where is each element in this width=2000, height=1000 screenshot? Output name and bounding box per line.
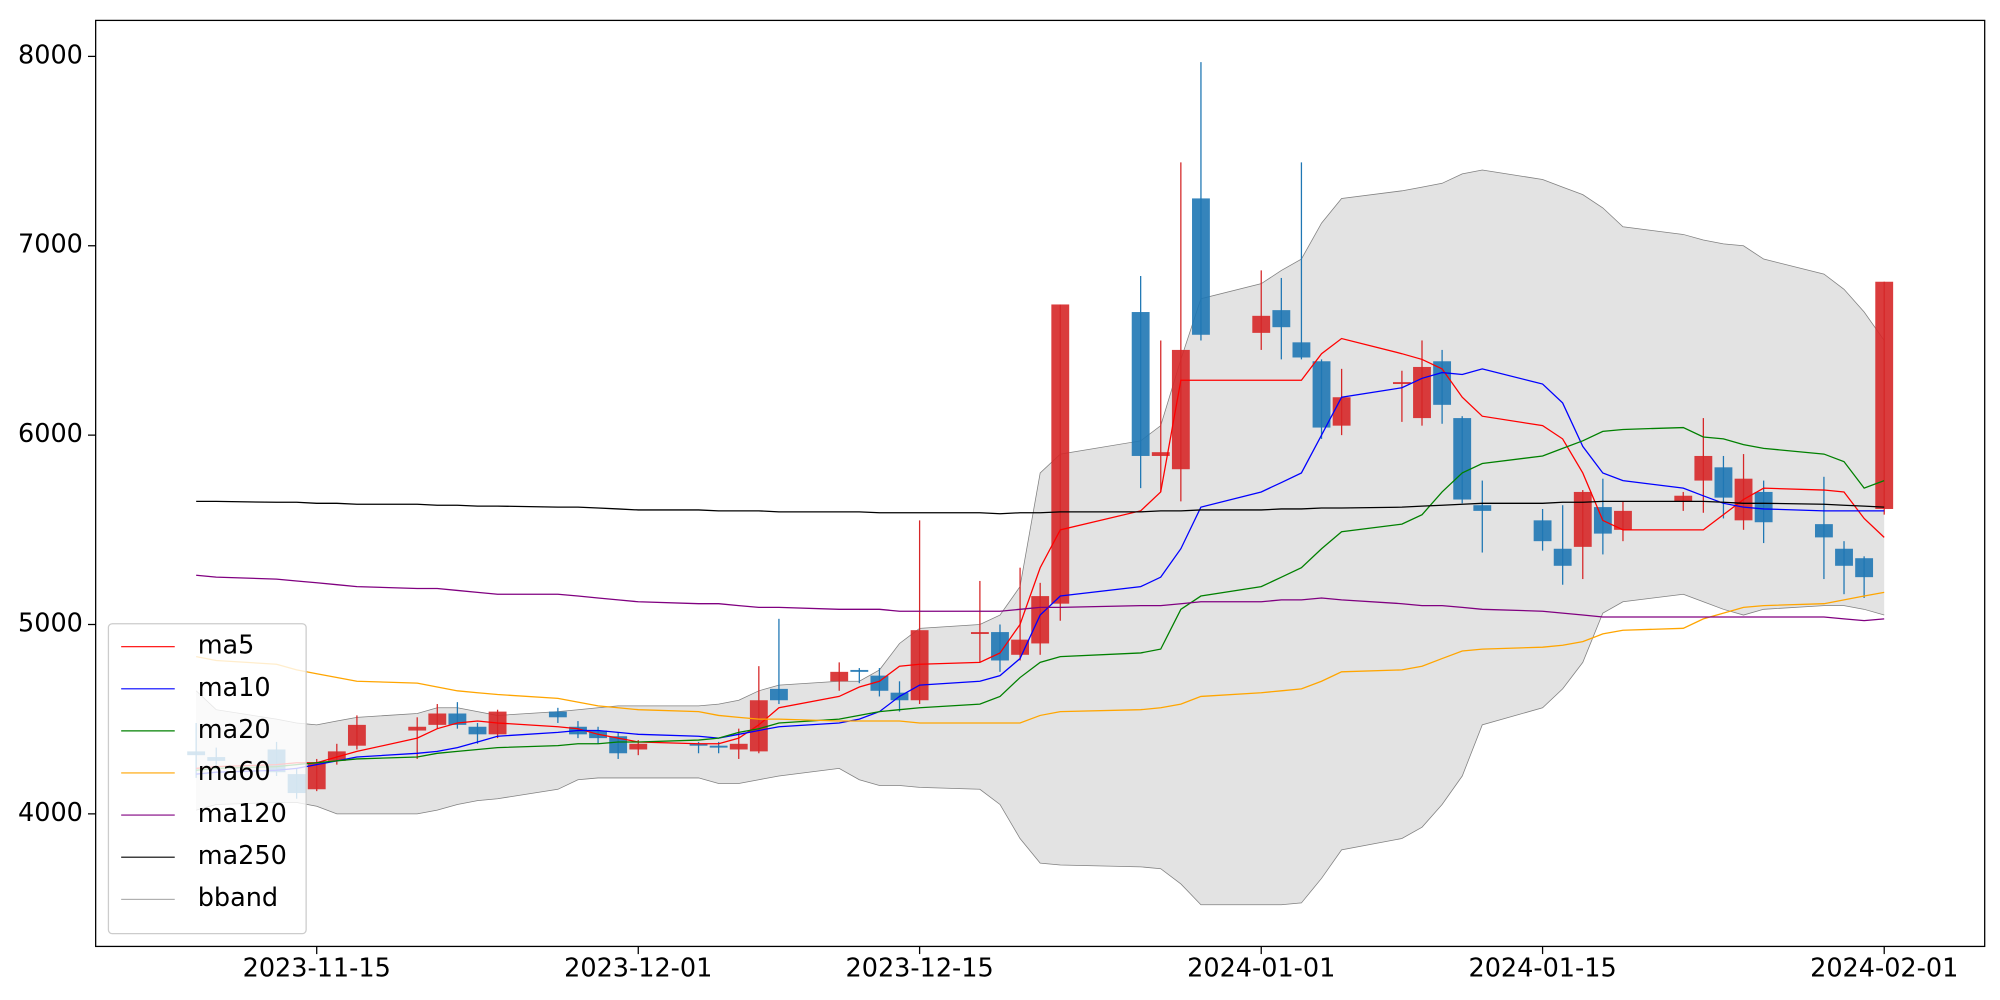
legend-label: ma10 xyxy=(198,673,271,703)
ma-line xyxy=(196,591,1885,724)
x-tick-label: 2024-02-01 xyxy=(1810,953,1958,983)
candle-body xyxy=(1171,349,1190,470)
candle-body xyxy=(830,671,849,682)
candle-body xyxy=(468,726,487,735)
candle-body xyxy=(689,743,708,746)
x-tick-label: 2023-12-15 xyxy=(846,953,994,983)
ma-line xyxy=(196,337,1885,770)
candle-body xyxy=(1131,312,1150,456)
candle-body xyxy=(1272,310,1291,328)
candle-body xyxy=(1312,361,1331,428)
candle-body xyxy=(729,743,748,750)
plot xyxy=(187,62,1894,906)
candle-body xyxy=(1332,397,1351,426)
y-tick-label: 6000 xyxy=(18,419,83,449)
candle-body xyxy=(1473,505,1492,511)
candle-body xyxy=(327,751,346,761)
candle-body xyxy=(1453,418,1472,500)
candle-body xyxy=(1855,558,1874,578)
candle-body xyxy=(870,675,889,691)
y-tick-label: 5000 xyxy=(18,608,83,638)
candle-body xyxy=(1553,548,1572,566)
bband-fill xyxy=(196,170,1885,905)
legend-label: ma120 xyxy=(198,799,287,829)
y-tick-label: 7000 xyxy=(18,230,83,260)
candle-body xyxy=(1573,491,1592,547)
candle-body xyxy=(1614,510,1632,530)
candle-body xyxy=(850,669,869,672)
ma-line xyxy=(196,500,1885,515)
candle-body xyxy=(1714,467,1733,498)
candle-body xyxy=(1051,304,1070,604)
candle-body xyxy=(1433,361,1452,405)
candle-body xyxy=(1694,455,1713,481)
candle-body xyxy=(1292,342,1311,358)
ma-line xyxy=(196,426,1885,771)
candle-body xyxy=(1252,315,1271,333)
candle-body xyxy=(1754,491,1773,523)
candle-body xyxy=(408,726,427,731)
x-tick-label: 2024-01-01 xyxy=(1187,953,1335,983)
x-tick-label: 2024-01-15 xyxy=(1468,953,1616,983)
candle-body xyxy=(970,632,989,634)
candle-body xyxy=(770,688,788,701)
legend-box xyxy=(107,623,307,935)
legend: ma5 ma10 ma20 ma60 ma120 ma250 bband xyxy=(107,623,307,935)
candle-body xyxy=(1875,281,1894,509)
ma-line xyxy=(196,368,1885,775)
candle-body xyxy=(1835,548,1853,566)
bband-lower xyxy=(196,593,1885,906)
candle-body xyxy=(991,632,1009,661)
bband-upper xyxy=(195,169,1885,726)
candle-body xyxy=(1413,366,1431,419)
candle-body xyxy=(629,743,648,750)
candle-body xyxy=(1392,382,1411,385)
legend-label: ma60 xyxy=(198,757,271,787)
candle-body xyxy=(1533,520,1552,542)
ma-line xyxy=(196,574,1885,622)
candle-body xyxy=(1814,524,1833,538)
plot-frame xyxy=(95,19,1986,948)
x-tick-label: 2023-12-01 xyxy=(564,953,712,983)
candle-body xyxy=(609,736,628,754)
candle-body xyxy=(1674,495,1693,502)
candle-body xyxy=(1011,639,1030,655)
candle-body xyxy=(448,713,467,725)
x-tick-label: 2023-11-15 xyxy=(243,953,391,983)
candle-body xyxy=(709,745,728,748)
legend-label: ma5 xyxy=(198,631,255,661)
candle-body xyxy=(347,724,366,746)
candle-body xyxy=(1192,198,1210,335)
candle-body xyxy=(1151,452,1170,456)
candle-body xyxy=(749,700,768,752)
y-tick-label: 8000 xyxy=(18,40,83,70)
candle-body xyxy=(1031,596,1050,644)
candle-body xyxy=(307,762,326,790)
legend-label: bband xyxy=(198,883,278,913)
candle-body xyxy=(428,713,447,725)
legend-label: ma250 xyxy=(198,841,287,871)
candle-body xyxy=(548,711,567,718)
legend-label: ma20 xyxy=(198,715,271,745)
y-tick-label: 4000 xyxy=(18,798,83,828)
candle-body xyxy=(910,630,929,701)
